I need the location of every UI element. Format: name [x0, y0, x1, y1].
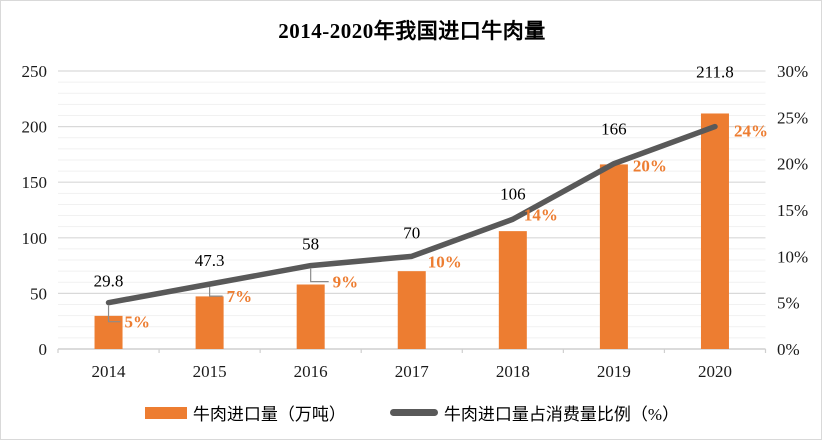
y-right-tick-label: 0% — [777, 340, 800, 359]
x-axis-label: 2019 — [597, 362, 631, 381]
y-left-tick-label: 250 — [22, 62, 48, 81]
pct-data-label: 5% — [125, 313, 150, 332]
label-leader-line — [209, 287, 223, 297]
y-right-tick-label: 10% — [777, 247, 808, 266]
legend-item-imports: 牛肉进口量（万吨） — [144, 400, 346, 425]
bar — [498, 231, 527, 349]
bar — [296, 284, 325, 349]
bar-value-label: 58 — [302, 235, 319, 254]
bar-value-label: 106 — [500, 184, 526, 203]
bar-value-label: 47.3 — [195, 251, 225, 270]
line-series-swatch-icon — [389, 409, 438, 416]
legend-label-ratio: 牛肉进口量占消费量比例（%） — [443, 405, 680, 424]
bar-value-label: 166 — [601, 120, 627, 139]
legend-item-ratio: 牛肉进口量占消费量比例（%） — [389, 400, 680, 425]
bar-value-label: 70 — [403, 223, 420, 242]
y-right-tick-label: 25% — [777, 108, 808, 127]
y-left-tick-label: 200 — [22, 118, 48, 137]
pct-data-label: 9% — [333, 273, 359, 292]
y-right-tick-label: 30% — [777, 62, 808, 81]
x-axis-label: 2020 — [698, 362, 732, 381]
x-axis-label: 2015 — [193, 362, 227, 381]
bar — [599, 164, 628, 349]
y-left-tick-label: 100 — [22, 229, 48, 248]
x-axis-label: 2014 — [92, 362, 127, 381]
line-series — [105, 123, 718, 306]
bar-series-swatch-icon — [144, 406, 187, 419]
y-right-tick-label: 20% — [777, 155, 808, 174]
label-leader-line — [107, 305, 121, 323]
x-axis-label: 2017 — [395, 362, 430, 381]
pct-data-label: 10% — [428, 252, 462, 271]
bar — [700, 113, 729, 350]
chart-title: 2014-2020年我国进口牛肉量 — [278, 19, 546, 43]
pct-data-label: 7% — [227, 287, 253, 306]
label-leader-line — [310, 268, 329, 283]
y-left-tick-label: 150 — [22, 173, 48, 192]
pct-data-label: 20% — [633, 157, 667, 176]
legend-label-imports: 牛肉进口量（万吨） — [192, 405, 346, 424]
pct-data-label: 14% — [524, 205, 558, 224]
bar-value-label: 211.8 — [696, 62, 734, 81]
legend: 牛肉进口量（万吨） 牛肉进口量占消费量比例（%） — [1, 400, 821, 425]
y-right-tick-label: 5% — [777, 294, 800, 313]
pct-data-label: 24% — [734, 122, 768, 141]
y-right-tick-label: 15% — [777, 201, 808, 220]
y-left-tick-label: 0 — [39, 340, 48, 359]
bar — [195, 296, 224, 349]
y-left-tick-label: 50 — [30, 284, 47, 303]
x-axis-label: 2016 — [294, 362, 328, 381]
bar-value-label: 29.8 — [94, 272, 124, 291]
bar — [397, 271, 426, 349]
x-axis-label: 2018 — [496, 362, 530, 381]
